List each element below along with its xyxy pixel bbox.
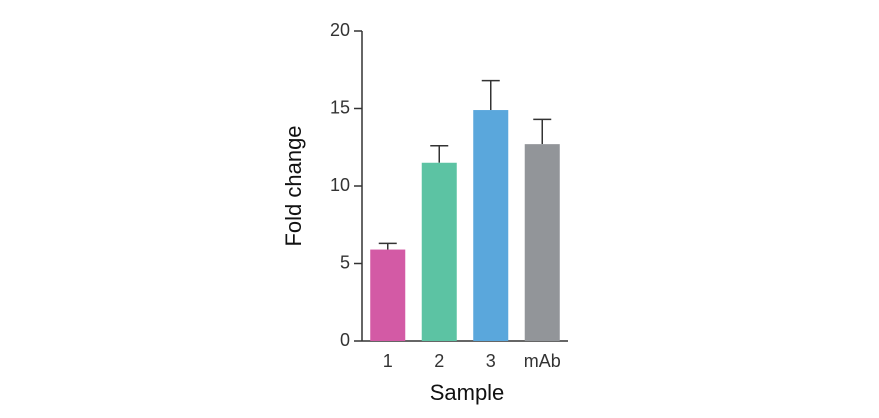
y-tick-label: 15 (330, 97, 350, 117)
bar (370, 249, 406, 341)
x-tick-label: mAb (524, 351, 561, 371)
y-tick-label: 20 (330, 20, 350, 40)
y-tick-label: 10 (330, 175, 350, 195)
bar (421, 162, 457, 341)
x-axis-title: Sample (430, 380, 505, 405)
x-tick-label: 3 (486, 351, 496, 371)
x-tick-label: 1 (383, 351, 393, 371)
y-axis-title: Fold change (281, 125, 306, 246)
x-tick-label: 2 (434, 351, 444, 371)
y-tick-label: 0 (340, 330, 350, 350)
bar (473, 110, 509, 341)
y-tick-label: 5 (340, 252, 350, 272)
bar (524, 144, 560, 341)
